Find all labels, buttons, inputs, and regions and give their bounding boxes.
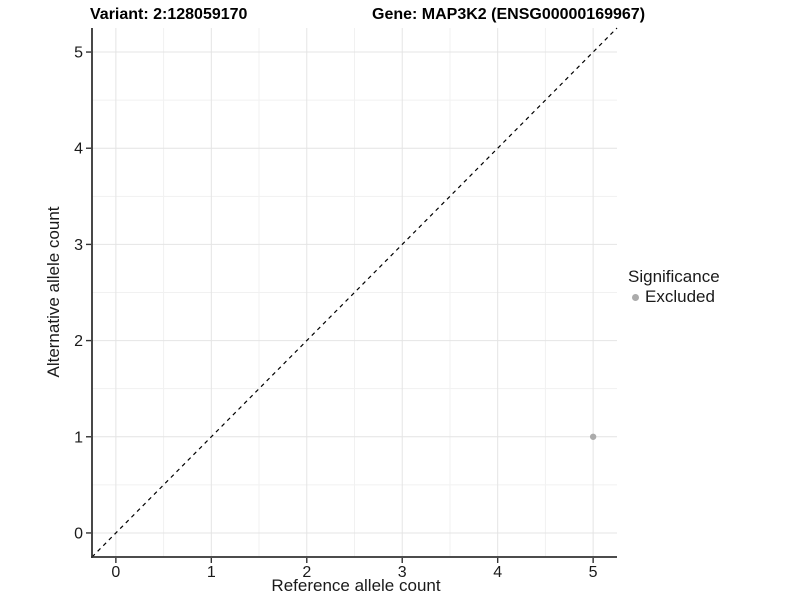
y-tick-label: 2 — [74, 333, 83, 350]
legend-title: Significance — [628, 267, 720, 286]
y-axis-title: Alternative allele count — [44, 206, 63, 378]
y-tick-label: 5 — [74, 45, 83, 62]
x-tick-label: 3 — [398, 564, 407, 581]
legend-item-excluded: Excluded — [628, 288, 720, 306]
excluded-point-icon — [632, 293, 639, 301]
variant-title: Variant: 2:128059170 — [90, 6, 248, 23]
y-tick-label: 3 — [74, 237, 83, 254]
legend: Significance Excluded — [628, 267, 720, 306]
x-tick-label: 1 — [207, 564, 216, 581]
x-tick-label: 4 — [493, 564, 502, 581]
x-axis-title: Reference allele count — [271, 576, 441, 595]
data-point-excluded — [589, 433, 597, 440]
y-tick-label: 4 — [74, 141, 83, 158]
y-tick-label: 1 — [74, 429, 83, 446]
gene-title: Gene: MAP3K2 (ENSG00000169967) — [372, 6, 646, 23]
x-tick-label: 0 — [111, 564, 120, 581]
legend-item-label: Excluded — [645, 287, 715, 306]
x-tick-label: 2 — [302, 564, 311, 581]
y-tick-label: 0 — [74, 525, 83, 542]
x-tick-label: 5 — [589, 564, 598, 581]
